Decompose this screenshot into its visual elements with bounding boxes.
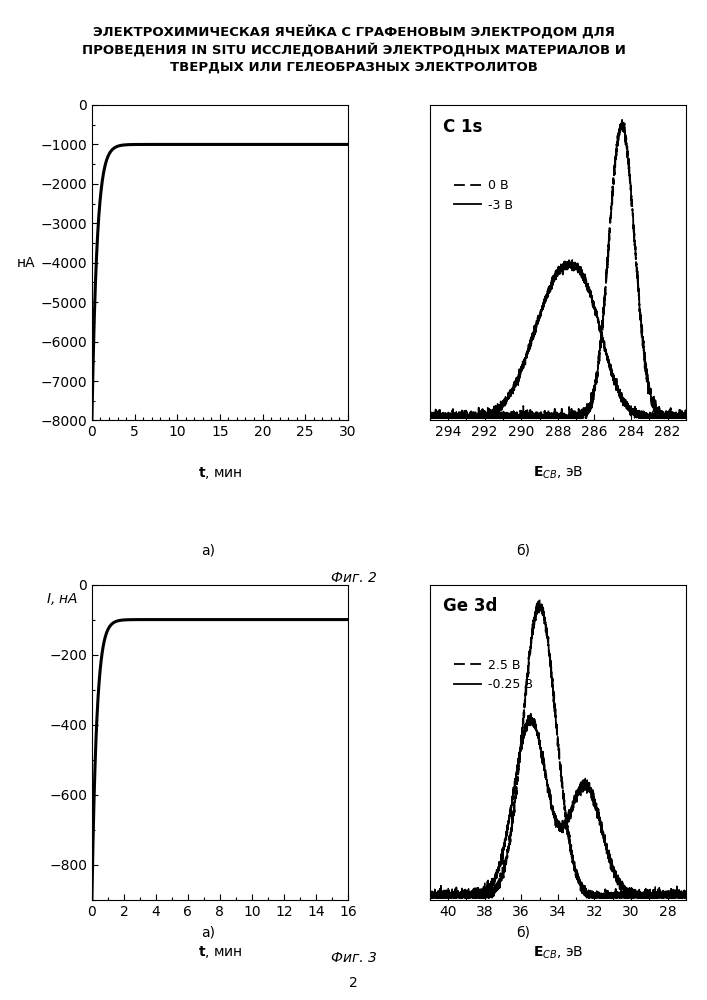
Text: Фиг. 3: Фиг. 3: [331, 951, 376, 965]
Text: б): б): [516, 926, 530, 940]
Text: Фиг. 2: Фиг. 2: [331, 571, 376, 585]
Text: $\mathbf{E}_{СВ}$, эВ: $\mathbf{E}_{СВ}$, эВ: [532, 944, 583, 961]
Text: а): а): [201, 544, 216, 558]
Legend: 0 В, -3 В: 0 В, -3 В: [449, 174, 518, 217]
Legend: 2.5 В, -0.25 В: 2.5 В, -0.25 В: [449, 654, 537, 696]
Text: $\mathbf{t}$, мин: $\mathbf{t}$, мин: [197, 944, 243, 960]
Y-axis label: нА: нА: [17, 256, 36, 270]
Text: а): а): [201, 926, 216, 940]
Text: ТВЕРДЫХ ИЛИ ГЕЛЕОБРАЗНЫХ ЭЛЕКТРОЛИТОВ: ТВЕРДЫХ ИЛИ ГЕЛЕОБРАЗНЫХ ЭЛЕКТРОЛИТОВ: [170, 61, 537, 74]
Text: 2: 2: [349, 976, 358, 990]
Text: $\mathbf{E}_{СВ}$, эВ: $\mathbf{E}_{СВ}$, эВ: [532, 465, 583, 481]
Text: C 1s: C 1s: [443, 118, 482, 136]
Text: $I$, нА: $I$, нА: [46, 591, 78, 607]
Text: б): б): [516, 544, 530, 558]
Text: $\mathbf{t}$, мин: $\mathbf{t}$, мин: [197, 465, 243, 481]
Text: ПРОВЕДЕНИЯ IN SITU ИССЛЕДОВАНИЙ ЭЛЕКТРОДНЫХ МАТЕРИАЛОВ И: ПРОВЕДЕНИЯ IN SITU ИССЛЕДОВАНИЙ ЭЛЕКТРОД…: [81, 43, 626, 57]
Text: Ge 3d: Ge 3d: [443, 597, 497, 615]
Text: ЭЛЕКТРОХИМИЧЕСКАЯ ЯЧЕЙКА С ГРАФЕНОВЫМ ЭЛЕКТРОДОМ ДЛЯ: ЭЛЕКТРОХИМИЧЕСКАЯ ЯЧЕЙКА С ГРАФЕНОВЫМ ЭЛ…: [93, 25, 614, 39]
